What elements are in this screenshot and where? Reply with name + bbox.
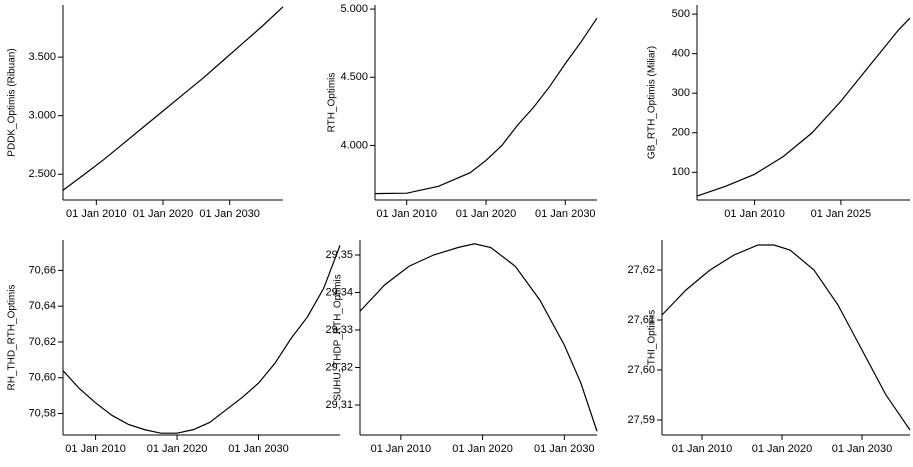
- x-tick-label: 01 Jan 2030: [535, 208, 596, 220]
- y-tick-label: 29,32: [325, 361, 353, 373]
- x-tick-label: 01 Jan 2030: [534, 443, 595, 455]
- y-tick-label: 400: [672, 48, 690, 60]
- y-tick-label: 70,60: [28, 372, 56, 384]
- y-tick-label: 200: [672, 127, 690, 139]
- y-tick-label: 3.500: [28, 51, 56, 63]
- x-tick-label: 01 Jan 2020: [752, 443, 813, 455]
- y-tick-label: 29,31: [325, 399, 353, 411]
- x-tick-label: 01 Jan 2010: [65, 443, 126, 455]
- x-tick-label: 01 Jan 2025: [811, 208, 872, 220]
- y-tick-label: 5.000: [340, 3, 368, 15]
- data-line: [359, 243, 598, 432]
- data-line: [374, 17, 598, 195]
- y-axis-label: GB_RTH_Optimis (Miliar): [647, 46, 658, 159]
- y-tick-label: 27,61: [627, 314, 655, 326]
- chart-panel: RH_THD_RTH_Optimis 70,58 70,60 70,62 70,64 70…: [7, 240, 341, 455]
- x-tick-label: 01 Jan 2030: [199, 208, 260, 220]
- y-tick-label: 100: [672, 166, 690, 178]
- x-tick-label: 01 Jan 2010: [376, 208, 437, 220]
- x-tick-label: 01 Jan 2020: [456, 208, 517, 220]
- y-tick-label: 27,60: [627, 364, 655, 376]
- y-axis-label: RH_THD_RTH_Optimis: [7, 285, 18, 391]
- chart-panel: THI_Optimis 27,59 27,60 27,61 27,62 01 Jan 20…: [627, 240, 911, 455]
- y-tick-label: 27,62: [627, 264, 655, 276]
- data-line: [696, 17, 911, 197]
- data-line: [62, 6, 284, 191]
- x-tick-label: 01 Jan 2030: [228, 443, 289, 455]
- y-tick-label: 29,33: [325, 324, 353, 336]
- y-axis-label: RTH_Optimis: [327, 73, 338, 133]
- x-tick-label: 01 Jan 2020: [452, 443, 513, 455]
- data-line: [661, 244, 911, 431]
- y-tick-label: 300: [672, 87, 690, 99]
- y-tick-label: 2.500: [28, 168, 56, 180]
- y-axis-label: SUHU_THDP_RTH_Optimis: [333, 274, 344, 401]
- x-tick-label: 01 Jan 2020: [133, 208, 194, 220]
- chart-panel: GB_RTH_Optimis (Miliar) 100 200 300 400 500 01…: [647, 5, 911, 220]
- x-tick-label: 01 Jan 2010: [672, 443, 733, 455]
- x-tick-label: 01 Jan 2010: [371, 443, 432, 455]
- y-tick-label: 70,66: [28, 264, 56, 276]
- y-tick-label: 70,62: [28, 336, 56, 348]
- y-tick-label: 500: [672, 8, 690, 20]
- y-tick-label: 70,64: [28, 300, 56, 312]
- y-tick-label: 29,35: [325, 249, 353, 261]
- y-tick-label: 3.000: [28, 110, 56, 122]
- y-tick-label: 70,58: [28, 407, 56, 419]
- y-tick-label: 27,59: [627, 414, 655, 426]
- y-tick-label: 29,34: [325, 286, 353, 298]
- x-tick-label: 01 Jan 2030: [832, 443, 893, 455]
- y-axis-label: THI_Optimis: [647, 310, 658, 366]
- y-tick-label: 4.000: [340, 139, 368, 151]
- data-line: [62, 245, 341, 434]
- x-tick-label: 01 Jan 2020: [147, 443, 208, 455]
- chart-panel: PDDK_Optimis (Ribuan) 2.500 3.000 3.500 01 J…: [7, 5, 284, 220]
- y-axis-label: PDDK_Optimis (Ribuan): [7, 48, 18, 156]
- x-tick-label: 01 Jan 2010: [66, 208, 127, 220]
- y-tick-label: 4.500: [340, 71, 368, 83]
- x-tick-label: 01 Jan 2010: [724, 208, 785, 220]
